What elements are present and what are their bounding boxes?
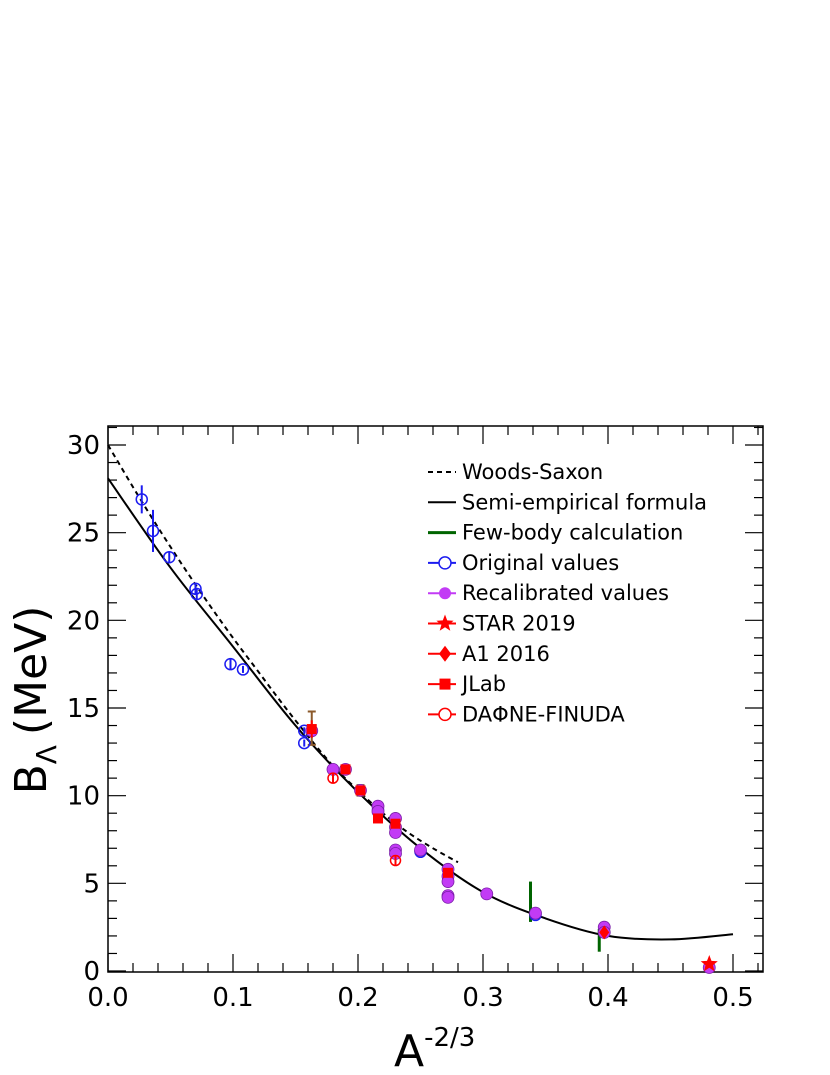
original-point (236, 663, 250, 676)
x-axis-title-base: A (394, 1026, 424, 1075)
legend-item: STAR 2019 (428, 612, 576, 636)
legend-item: A1 2016 (428, 642, 550, 666)
y-tick-label: 20 (67, 606, 100, 636)
jlab-point (373, 813, 383, 824)
original-point (298, 736, 311, 750)
y-axis-title-subscript: Λ (30, 745, 63, 764)
a1-point (599, 925, 610, 940)
y-tick-label: 15 (67, 694, 100, 724)
legend-swatch (438, 556, 452, 570)
x-tick-label: 0.1 (212, 983, 253, 1013)
y-axis-title-unit: (MeV) (6, 606, 57, 735)
recalibrated-point (529, 906, 542, 920)
original-point (190, 587, 203, 601)
legend-item: JLab (428, 672, 506, 696)
legend-item: Original values (428, 551, 619, 575)
legend-swatch (439, 587, 451, 600)
x-axis-title-superscript: -2/3 (424, 1023, 475, 1053)
plot-frame (107, 425, 764, 973)
y-tick-label: 25 (67, 519, 100, 549)
x-axis-title: A-2/3 (394, 1023, 475, 1075)
data-markers (135, 485, 718, 974)
legend-item: Woods-Saxon (428, 460, 603, 484)
semi-empirical-curve (107, 477, 734, 941)
tick-labels: 0.0 0.1 0.2 0.3 0.4 0.5 0 5 10 15 20 25 30 (67, 431, 754, 1013)
original-point (189, 582, 202, 596)
legend-swatch (439, 678, 451, 690)
x-tick-label: 0.4 (587, 983, 628, 1013)
legend-label: DAΦNE-FINUDA (462, 702, 625, 726)
jlab-point (355, 785, 366, 796)
legend-label: Recalibrated values (462, 581, 669, 605)
recalibrated-point (480, 887, 494, 901)
recalibrated-point (414, 843, 427, 857)
legend-swatch (436, 614, 454, 631)
legend-label: Semi-empirical formula (462, 490, 707, 514)
legend-swatch (439, 645, 451, 662)
original-point (135, 493, 148, 506)
y-tick-label: 0 (83, 957, 100, 987)
x-tick-label: 0.5 (712, 983, 753, 1013)
legend-label: Original values (462, 551, 619, 575)
legend-label: STAR 2019 (462, 612, 576, 636)
legend-swatch (438, 707, 452, 722)
legend-item: Semi-empirical formula (428, 490, 707, 514)
recalibrated-point (441, 890, 455, 904)
original-point (146, 524, 160, 538)
jlab-point (390, 818, 401, 829)
axis-ticks (107, 426, 763, 972)
x-tick-label: 0.3 (462, 983, 503, 1013)
y-axis-title-base: B (6, 764, 57, 794)
y-axis-title: BΛ (MeV) (6, 606, 63, 795)
y-tick-label: 5 (83, 869, 100, 899)
svg-text:A-2/3: A-2/3 (394, 1023, 475, 1075)
original-point (163, 550, 176, 564)
original-point (224, 657, 237, 671)
legend-label: Few-body calculation (462, 521, 683, 545)
y-tick-label: 30 (67, 431, 100, 461)
svg-text:BΛ(MeV): BΛ (MeV) (6, 606, 63, 795)
legend: Woods-Saxon Semi-empirical formula Few-bod… (428, 460, 707, 726)
x-tick-label: 0.2 (337, 983, 378, 1013)
legend-label: JLab (460, 672, 506, 696)
woods-saxon-curve (107, 444, 459, 864)
jlab-point (306, 724, 317, 735)
legend-label: A1 2016 (462, 642, 550, 666)
x-tick-label: 0.0 (87, 983, 128, 1013)
jlab-point (443, 867, 453, 878)
legend-item: Recalibrated values (428, 581, 669, 605)
jlab-point (340, 764, 351, 775)
legend-item: DAΦNE-FINUDA (428, 702, 625, 726)
legend-label: Woods-Saxon (462, 460, 603, 484)
finuda-point (389, 854, 402, 867)
legend-item: Few-body calculation (428, 521, 683, 545)
y-tick-label: 10 (67, 782, 100, 812)
star-point (700, 955, 718, 972)
finuda-point (327, 772, 339, 784)
